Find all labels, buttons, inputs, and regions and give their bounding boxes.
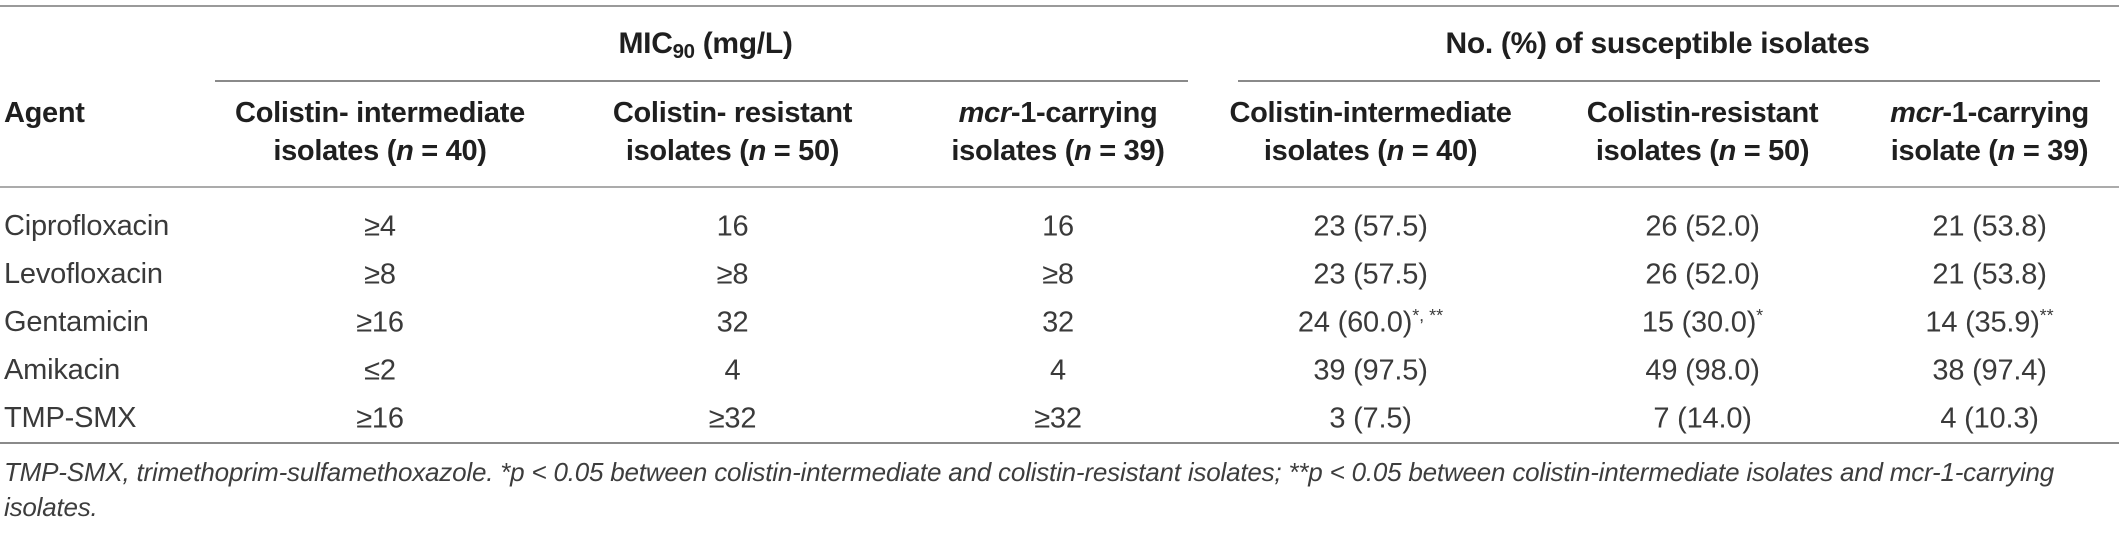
row-agent: TMP-SMX [0,394,215,444]
cell-mic-resistant: ≥8 [716,258,749,291]
row-levofloxacin: Levofloxacin ≥8 ≥8 ≥8 23 (57.5) 26 (52.0… [0,250,2119,298]
col-header-mic-colistin-intermediate: Colistin- intermediate isolates (n = 40) [215,82,545,188]
row-amikacin: Amikacin ≤2 4 4 39 (97.5) 49 (98.0) 38 (… [0,346,2119,394]
col-header-agent: Agent [0,82,215,188]
row-ciprofloxacin: Ciprofloxacin ≥4 16 16 23 (57.5) 26 (52.… [0,187,2119,250]
group-header-susceptible: No. (%) of susceptible isolates [1196,6,2119,80]
row-gentamicin: Gentamicin ≥16 32 32 24 (60.0)*, ** 15 (… [0,298,2119,346]
col-header-mic-colistin-resistant: Colistin- resistant isolates (n = 50) [545,82,920,188]
cell-mic-mcr1: ≥32 [920,394,1197,444]
cell-susc-intermediate: 23 (57.5) [1313,210,1428,243]
group-header-row: MIC90 (mg/L) No. (%) of susceptible isol… [0,6,2119,80]
col-header-mic-mcr1-carrying: mcr-1-carrying isolates (n = 39) [920,82,1197,188]
mic90-label: MIC90 (mg/L) [618,26,793,63]
cell-susc-intermediate: 23 (57.5) [1313,258,1428,291]
cell-susc-mcr1: 4 (10.3) [1860,394,2119,444]
cell-susc-mcr1: 21 (53.8) [1932,210,2047,243]
cell-mic-resistant: ≥32 [545,394,920,444]
cell-susc-resistant: 7 (14.0) [1545,394,1861,444]
cell-mic-resistant: 16 [716,210,749,243]
cell-mic-mcr1: ≥8 [1042,258,1074,291]
col-header-susc-colistin-resistant: Colistin-resistant isolates (n = 50) [1545,82,1861,188]
row-agent: Levofloxacin [4,257,163,290]
cell-susc-mcr1: 21 (53.8) [1932,258,2047,291]
table-figure: MIC90 (mg/L) No. (%) of susceptible isol… [0,5,2119,522]
row-agent: Ciprofloxacin [4,209,170,242]
cell-mic-mcr1: 4 [1050,354,1066,387]
cell-mic-intermediate: ≥16 [215,394,545,444]
row-agent: Amikacin [4,353,121,386]
cell-susc-resistant: 49 (98.0) [1645,354,1760,387]
cell-mic-intermediate: ≥16 [356,306,404,339]
row-tmp-smx: TMP-SMX ≥16 ≥32 ≥32 3 (7.5) 7 (14.0) 4 (… [0,394,2119,444]
spanner-rule-mic90 [215,80,1189,82]
cell-mic-intermediate: ≤2 [364,354,396,387]
col-header-susc-colistin-intermediate: Colistin-intermediate isolates (n = 40) [1196,82,1546,188]
cell-mic-mcr1: 16 [1042,210,1074,243]
spanner-rule-row [0,80,2119,82]
cell-susc-intermediate: 3 (7.5) [1196,394,1546,444]
spanner-rule-susceptible [1238,80,2101,82]
cell-susc-mcr1: 38 (97.4) [1932,354,2047,387]
spanner-cell-susceptible [1196,80,2119,82]
susceptibility-table: MIC90 (mg/L) No. (%) of susceptible isol… [0,5,2119,444]
spanner-cell-mic90 [215,80,1196,82]
mic90-subscript: 90 [672,40,695,63]
cell-susc-intermediate: 39 (97.5) [1313,354,1428,387]
cell-susc-resistant: 26 (52.0) [1645,210,1760,243]
susceptible-label: No. (%) of susceptible isolates [1445,26,1870,60]
cell-mic-intermediate: ≥8 [364,258,396,291]
cell-susc-intermediate: 24 (60.0)*, ** [1297,304,1444,339]
group-header-spacer [0,6,215,80]
group-header-mic90: MIC90 (mg/L) [215,6,1196,80]
cell-susc-resistant: 26 (52.0) [1645,258,1760,291]
col-header-susc-mcr1-carrying: mcr-1-carrying isolate (n = 39) [1860,82,2119,188]
cell-susc-resistant: 15 (30.0)* [1641,304,1764,339]
cell-susc-mcr1: 14 (35.9)** [1925,304,2054,339]
cell-mic-mcr1: 32 [1042,306,1074,339]
row-agent: Gentamicin [4,305,149,338]
column-header-row: Agent Colistin- intermediate isolates (n… [0,82,2119,188]
table-footnote: TMP-SMX, trimethoprim-sulfamethoxazole. … [4,457,2055,522]
cell-mic-intermediate: ≥4 [364,210,396,243]
cell-mic-resistant: 32 [716,306,749,339]
cell-mic-resistant: 4 [724,354,741,387]
